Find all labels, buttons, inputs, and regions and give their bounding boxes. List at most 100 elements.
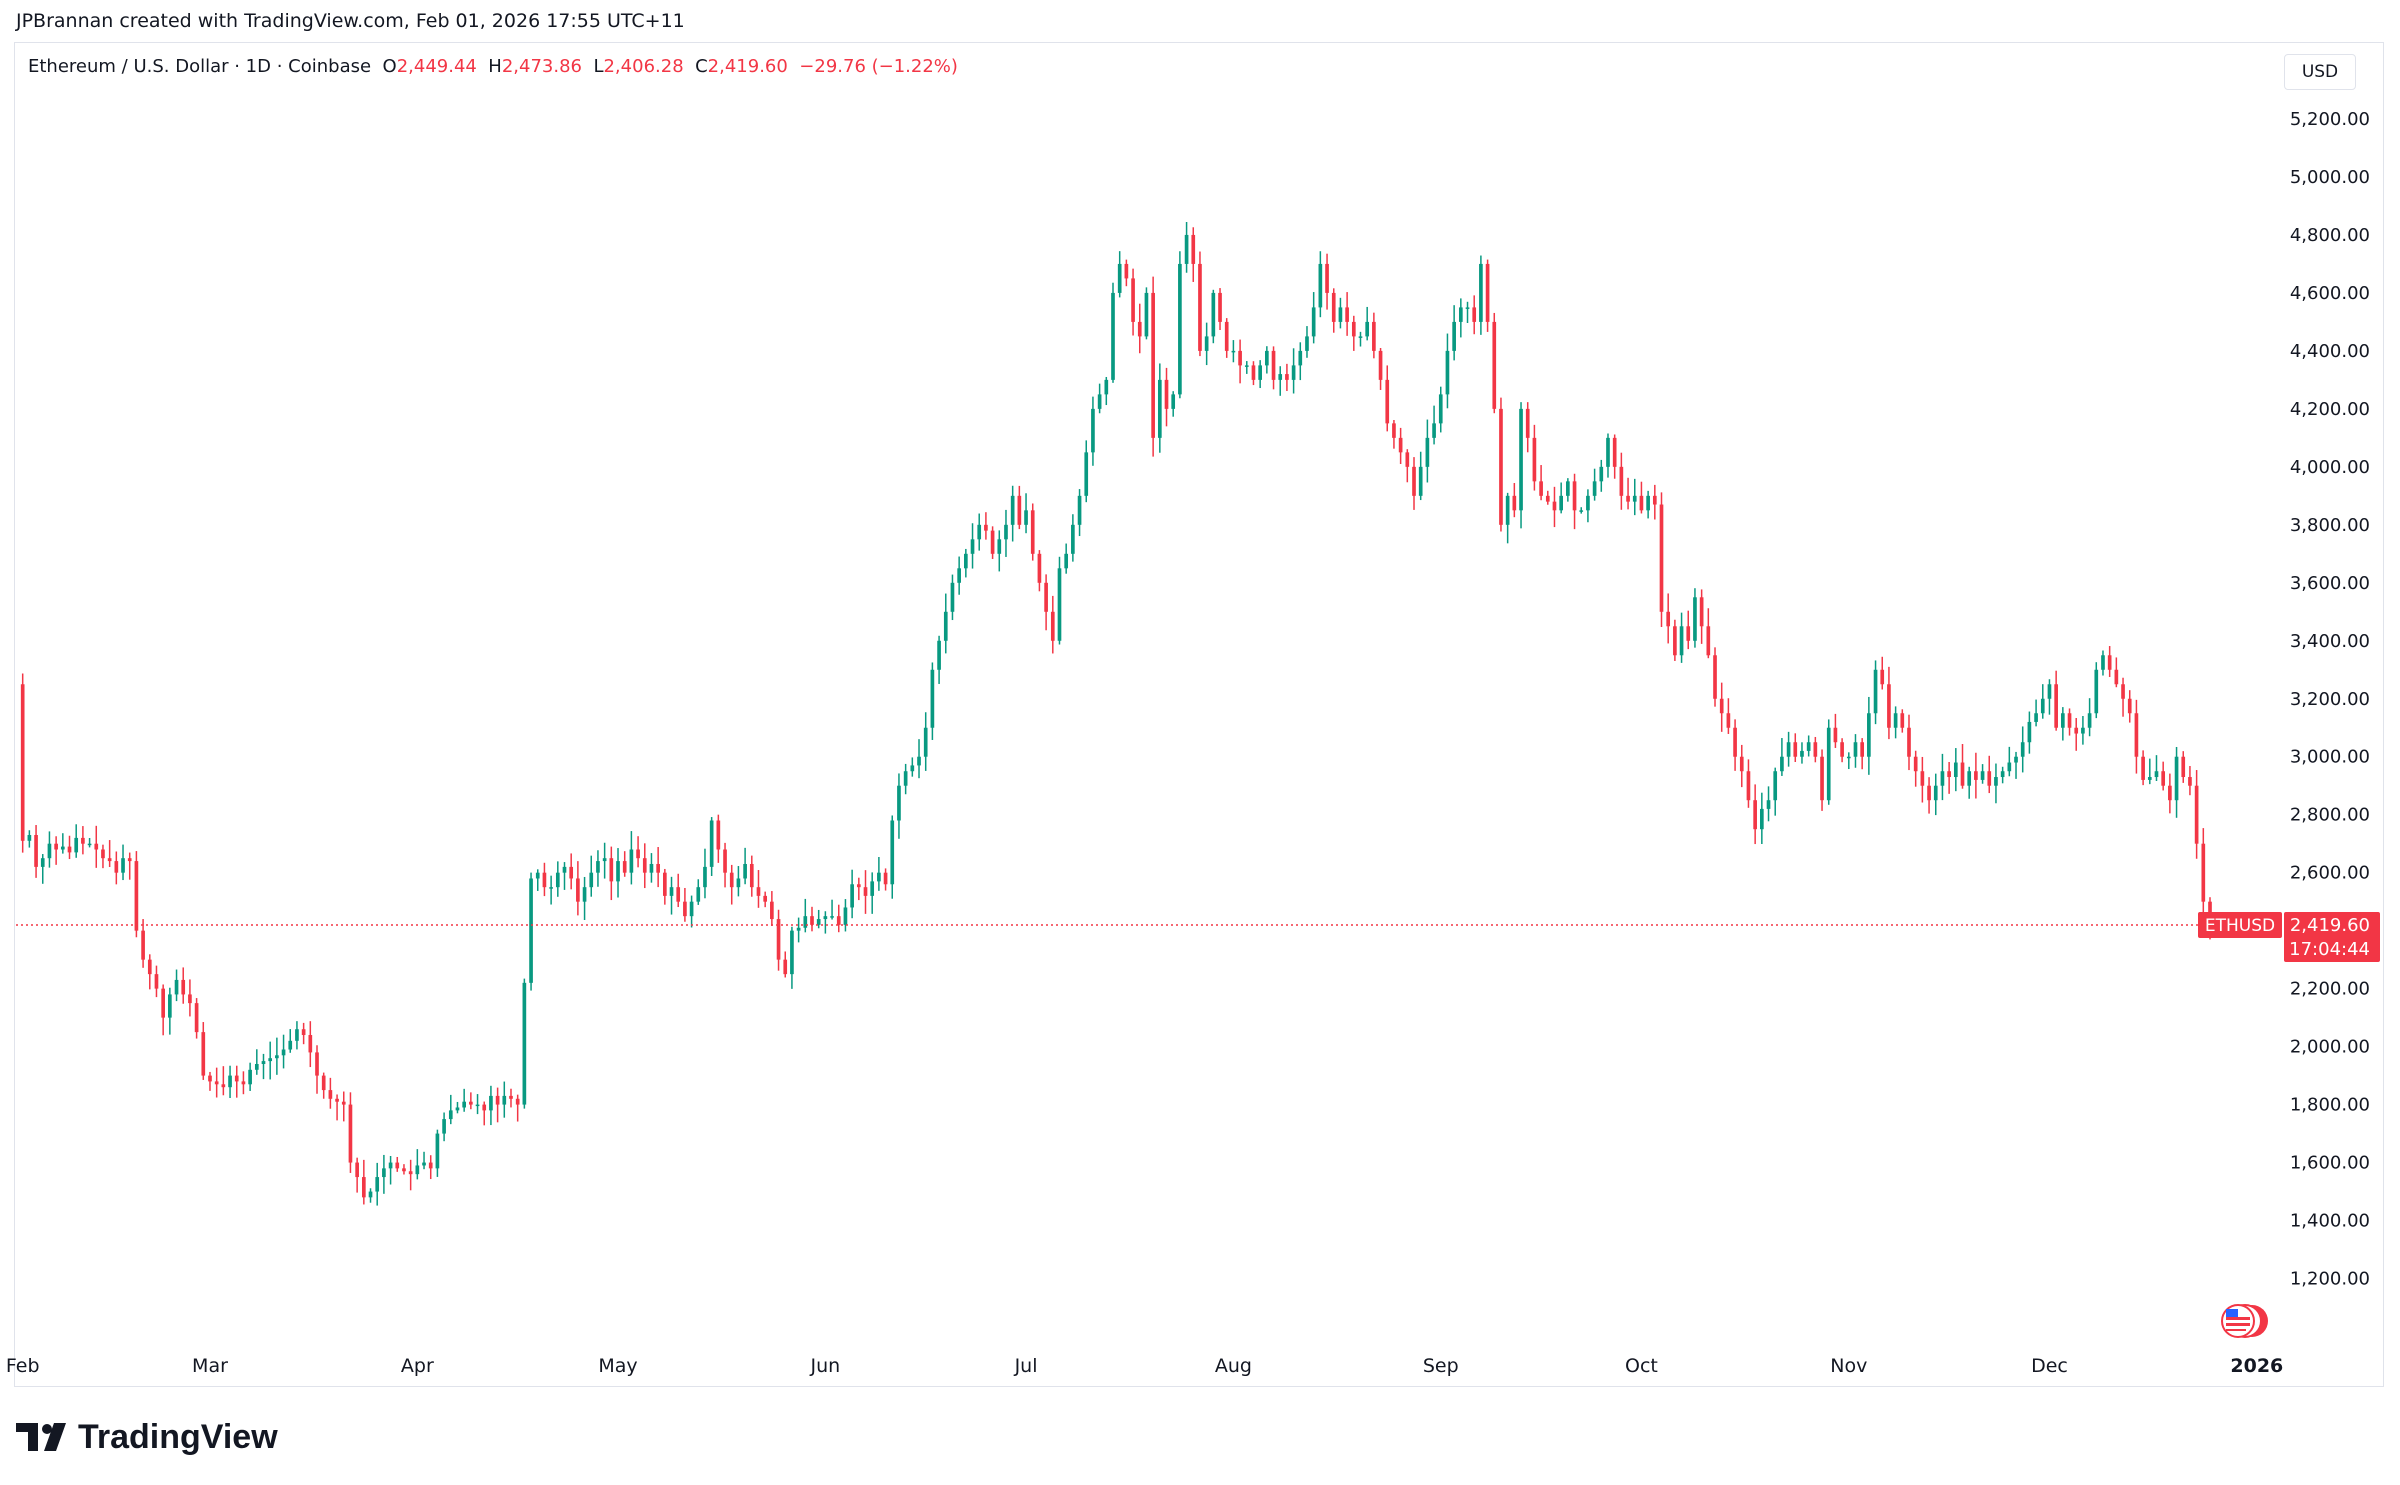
candle-body <box>515 1098 520 1105</box>
candle-body <box>321 1075 326 1091</box>
candle-body <box>1311 307 1316 337</box>
candle-body <box>2081 727 2085 734</box>
candle-body <box>1753 800 1757 830</box>
candle-body <box>1091 408 1095 453</box>
candle-body <box>2121 684 2125 699</box>
y-tick-label: 3,400.00 <box>2290 631 2370 652</box>
candle-body <box>823 916 828 920</box>
y-tick-label: 1,800.00 <box>2290 1095 2370 1116</box>
candle-body <box>1345 307 1349 322</box>
candle-body <box>1659 504 1664 612</box>
candle-body <box>261 1061 266 1065</box>
candle-body <box>2188 777 2192 786</box>
candle-body <box>1800 750 1804 757</box>
candle-body <box>1251 365 1256 380</box>
candle-body <box>1806 742 1811 751</box>
candle-body <box>917 756 921 766</box>
candle-body <box>555 872 560 888</box>
candle-body <box>1793 742 1798 757</box>
x-tick-label: Jun <box>810 1355 841 1377</box>
candle-body <box>1686 626 1691 641</box>
candle-body <box>589 872 594 888</box>
symbol-label[interactable]: Ethereum / U.S. Dollar · 1D · Coinbase <box>28 56 372 77</box>
candle-body <box>1867 713 1871 757</box>
candle-body <box>428 1162 433 1169</box>
candle-body <box>1398 437 1403 453</box>
candle-body <box>1525 408 1530 438</box>
candle-body <box>1559 495 1563 511</box>
candle-body <box>1786 742 1791 757</box>
candle-body <box>408 1171 413 1175</box>
candle-body <box>1432 423 1436 438</box>
candle-body <box>168 994 172 1018</box>
candle-body <box>194 1003 199 1033</box>
candle-body <box>181 979 186 995</box>
candle-body <box>1030 510 1035 554</box>
candle-body <box>241 1081 246 1085</box>
candle-body <box>783 959 788 975</box>
candle-body <box>388 1162 393 1169</box>
candle-body <box>1171 394 1176 409</box>
candle-body <box>1057 568 1062 641</box>
candle-body <box>1472 307 1477 322</box>
candle-body <box>1485 263 1490 322</box>
candle-body <box>1773 771 1778 801</box>
candle-body <box>770 901 774 920</box>
candle-body <box>1853 742 1858 757</box>
candle-body <box>1652 495 1657 505</box>
candle-body <box>308 1035 313 1053</box>
candle-body <box>341 1101 346 1105</box>
ticker-tag: ETHUSD <box>2205 916 2275 936</box>
candle-body <box>1826 727 1831 801</box>
candle-body <box>663 872 667 896</box>
candle-body <box>964 553 968 569</box>
candle-body <box>1137 321 1142 337</box>
candle-body <box>382 1168 386 1178</box>
candle-body <box>1298 350 1303 366</box>
candle-body <box>1699 597 1704 627</box>
candle-body <box>957 568 961 583</box>
candle-body <box>2061 713 2065 728</box>
candle-body <box>1679 626 1684 656</box>
tradingview-logo[interactable]: TradingView <box>16 1418 278 1457</box>
candle-body <box>1385 379 1390 424</box>
candle-body <box>154 974 159 989</box>
candle-body <box>2040 698 2045 714</box>
candle-body <box>368 1191 373 1198</box>
candle-body <box>234 1075 239 1082</box>
candle-body <box>101 849 105 859</box>
candle-body <box>2114 669 2119 685</box>
candle-body <box>803 916 808 928</box>
candle-body <box>1967 771 1972 786</box>
candle-body <box>1646 495 1650 511</box>
candle-body <box>2067 713 2072 728</box>
candle-body <box>315 1052 319 1076</box>
candle-body <box>348 1104 353 1163</box>
brand-name: TradingView <box>78 1418 278 1456</box>
candle-body <box>355 1162 359 1178</box>
candle-body <box>923 727 928 757</box>
candle-body <box>2027 721 2032 743</box>
chart-frame[interactable] <box>14 42 2384 1387</box>
candle-body <box>569 866 574 879</box>
currency-button[interactable]: USD <box>2284 54 2356 90</box>
candle-body <box>1010 495 1015 525</box>
candle-body <box>1920 771 1925 786</box>
candle-body <box>295 1029 299 1041</box>
candle-body <box>910 765 915 772</box>
candle-body <box>636 849 640 859</box>
candle-body <box>462 1101 466 1108</box>
candle-body <box>2134 713 2139 757</box>
candle-body <box>576 878 580 902</box>
y-tick-label: 4,400.00 <box>2290 341 2370 362</box>
y-tick-label: 2,800.00 <box>2290 805 2370 826</box>
candle-body <box>1907 727 1911 757</box>
candle-body <box>1900 713 1905 728</box>
candle-body <box>1331 292 1336 322</box>
y-tick-label: 1,600.00 <box>2290 1153 2370 1174</box>
candle-body <box>1927 785 1931 801</box>
candle-body <box>683 901 687 917</box>
candle-body <box>34 834 38 867</box>
price-chart[interactable]: 1,200.00 1,400.00 1,600.00 1,800.00 2,000.00… <box>0 0 2400 1400</box>
ohlc-legend: Ethereum / U.S. Dollar · 1D · Coinbase O… <box>28 56 958 77</box>
